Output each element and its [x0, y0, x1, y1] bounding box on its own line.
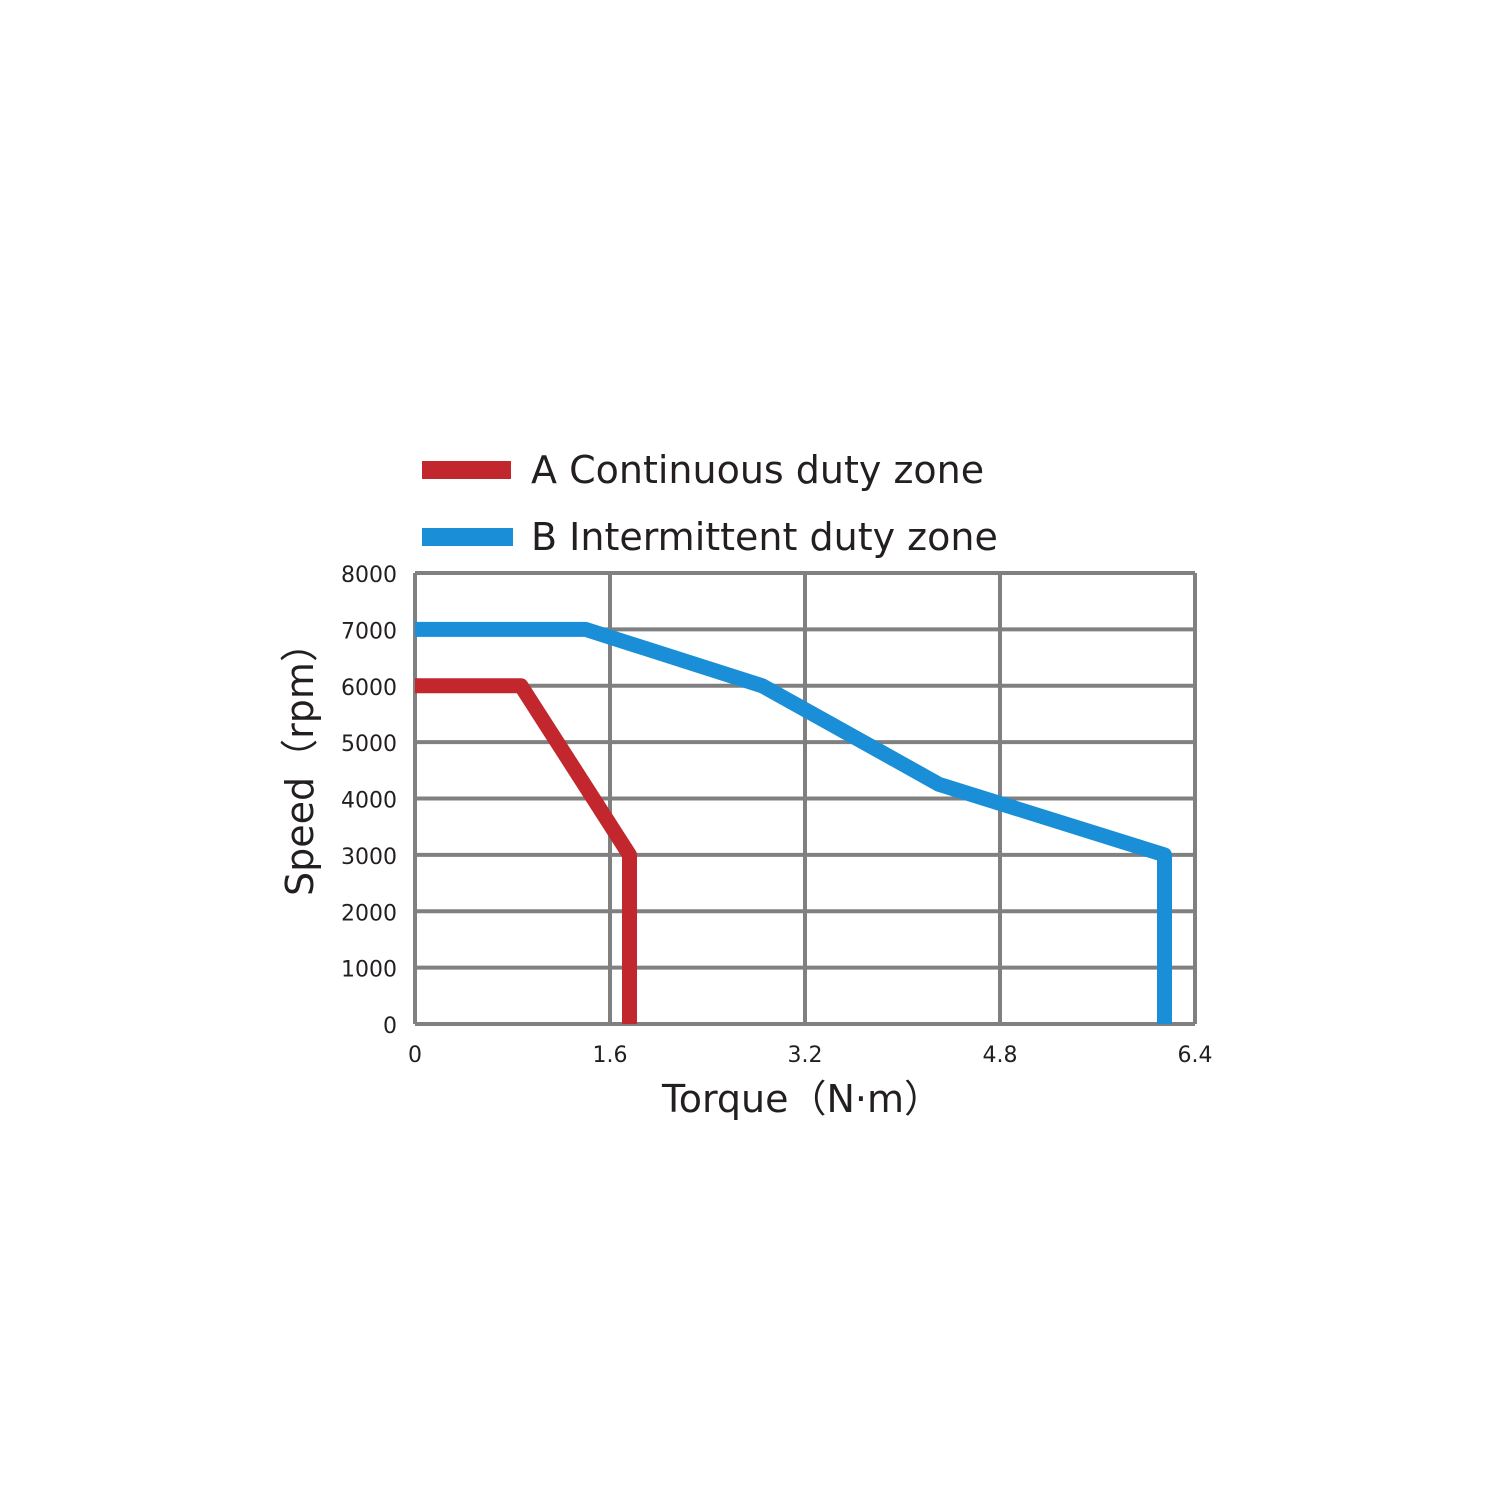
legend-swatch-a — [422, 461, 511, 479]
series-line-b — [415, 621, 1172, 1024]
y-tick-label: 5000 — [341, 732, 397, 757]
x-tick-label: 6.4 — [1178, 1043, 1213, 1068]
y-axis-title: Speed（rpm） — [278, 624, 322, 896]
x-tick-label: 3.2 — [788, 1043, 823, 1068]
legend-label-b: B Intermittent duty zone — [531, 515, 998, 559]
x-tick-label: 1.6 — [593, 1043, 628, 1068]
legend: A Continuous duty zone B Intermittent dut… — [422, 448, 998, 559]
x-tick-label: 0 — [408, 1043, 422, 1068]
y-tick-label: 6000 — [341, 676, 397, 701]
x-tick-labels: 0 1.6 3.2 4.8 6.4 — [408, 1043, 1213, 1068]
y-tick-labels: 0 1000 2000 3000 4000 5000 6000 7000 8000 — [341, 563, 397, 1039]
y-tick-label: 3000 — [341, 845, 397, 870]
legend-label-a: A Continuous duty zone — [531, 448, 984, 492]
y-tick-label: 4000 — [341, 789, 397, 814]
y-tick-label: 2000 — [341, 901, 397, 926]
y-tick-label: 1000 — [341, 958, 397, 983]
series-layer — [415, 621, 1172, 1024]
x-tick-label: 4.8 — [983, 1043, 1018, 1068]
y-tick-label: 7000 — [341, 619, 397, 644]
series-line-a — [415, 678, 637, 1024]
x-axis-title: Torque（N·m） — [661, 1077, 942, 1121]
legend-swatch-b — [422, 528, 513, 546]
grid — [413, 571, 1197, 1026]
y-tick-label: 0 — [383, 1014, 397, 1039]
y-tick-label: 8000 — [341, 563, 397, 588]
